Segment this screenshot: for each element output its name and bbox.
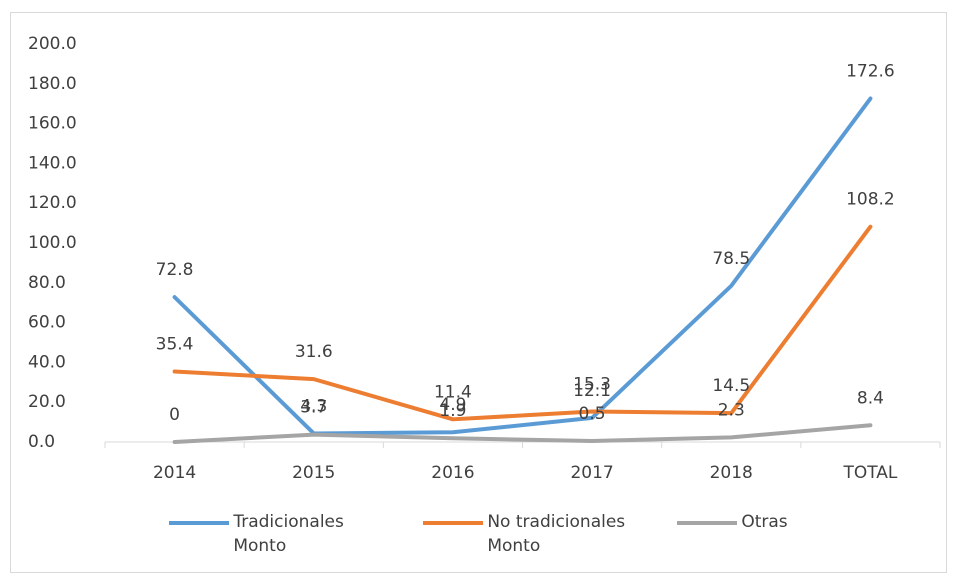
data-label: 78.5	[712, 249, 750, 269]
y-tick-label: 200.0	[28, 34, 77, 54]
data-label: 4.3	[300, 396, 327, 416]
y-tick-label: 40.0	[28, 352, 66, 372]
y-tick-label: 0.0	[28, 432, 55, 452]
y-tick-label: 120.0	[28, 193, 77, 213]
series-line	[172, 423, 873, 444]
x-tick-label: 2016	[431, 463, 474, 483]
y-tick-label: 80.0	[28, 273, 66, 293]
data-label: 1.9	[439, 401, 466, 421]
data-label: 72.8	[156, 260, 194, 280]
data-label: 12.1	[573, 381, 611, 401]
legend: Tradicionales Monto No tradicionales Mont…	[0, 510, 957, 558]
legend-item: Tradicionales Monto	[169, 510, 393, 558]
legend-item: Otras	[677, 510, 788, 558]
x-tick-label: 2018	[710, 463, 753, 483]
x-tick-label: 2014	[153, 463, 196, 483]
y-tick-label: 60.0	[28, 313, 66, 333]
data-label: 31.6	[295, 342, 333, 362]
legend-label: No tradicionales Monto	[487, 512, 626, 556]
legend-item: No tradicionales Monto	[423, 510, 647, 558]
y-tick-label: 180.0	[28, 74, 77, 94]
legend-swatch	[677, 521, 738, 525]
data-label: 14.5	[712, 376, 750, 396]
data-label: 4.9	[439, 395, 466, 415]
y-tick-label: 160.0	[28, 114, 77, 134]
data-label: 172.6	[846, 62, 895, 82]
series-line	[172, 224, 873, 422]
x-tick-label: 2017	[570, 463, 613, 483]
y-tick-label: 140.0	[28, 153, 77, 173]
x-tick-label: TOTAL	[842, 463, 897, 483]
legend-label: Otras	[741, 512, 788, 532]
y-tick-label: 100.0	[28, 233, 77, 253]
data-label: 108.2	[846, 190, 895, 210]
legend-swatch	[169, 521, 230, 525]
series-line	[172, 96, 873, 436]
data-label: 0	[169, 405, 180, 425]
y-tick-label: 20.0	[28, 392, 66, 412]
legend-label: Tradicionales Monto	[233, 512, 344, 556]
data-label: 8.4	[857, 388, 884, 408]
legend-swatch	[423, 521, 484, 525]
data-label: 35.4	[156, 335, 194, 355]
data-label: 3.7	[300, 398, 327, 418]
chart-border	[10, 12, 947, 573]
data-label: 0.5	[579, 404, 606, 424]
data-label: 11.4	[434, 382, 472, 402]
data-label: 15.3	[573, 375, 611, 395]
data-label: 2.3	[718, 400, 745, 420]
x-tick-label: 2015	[292, 463, 335, 483]
